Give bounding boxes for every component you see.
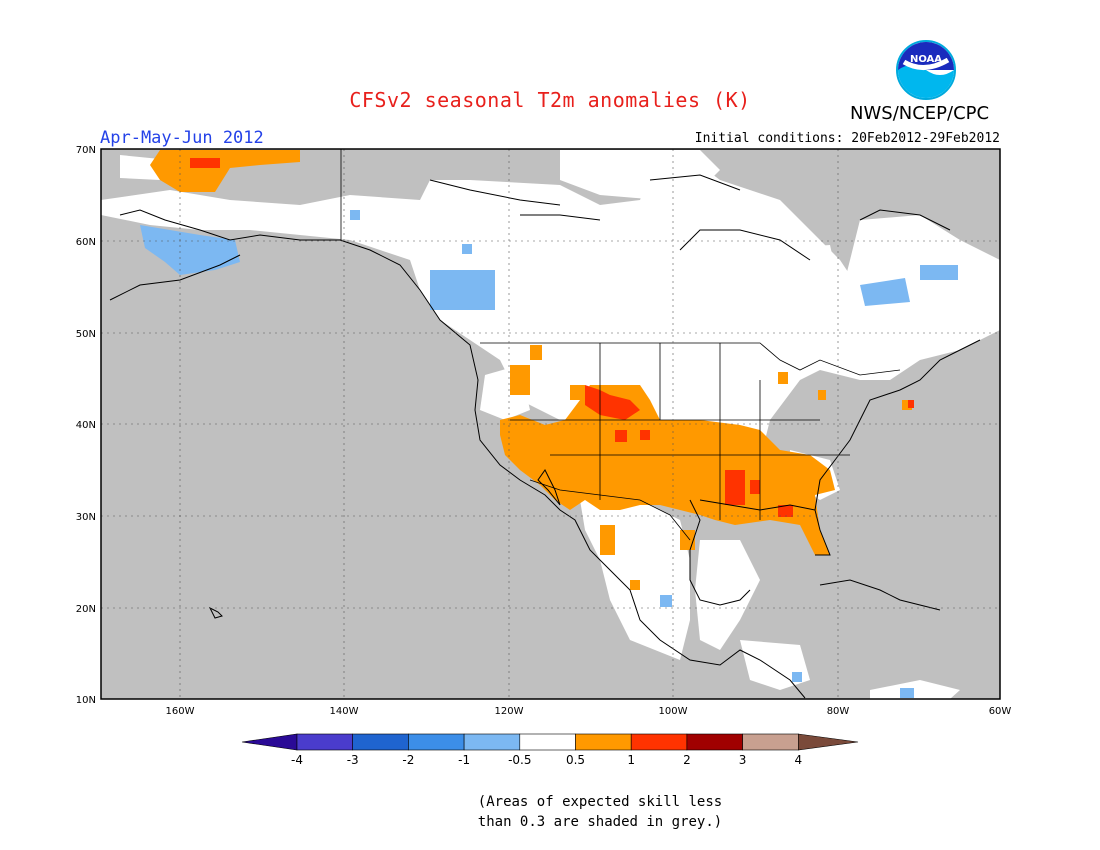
- colorbar-segment-6: [575, 733, 632, 751]
- political-boundaries: [340, 149, 901, 541]
- colorbar-label: 2: [683, 753, 691, 767]
- lat-label-10n: 10N: [76, 695, 96, 706]
- cool-regions: [140, 210, 958, 698]
- period-label: Apr-May-Jun 2012: [100, 128, 264, 148]
- colorbar-label: -0.5: [508, 753, 531, 767]
- colorbar-segment-5: [519, 733, 576, 751]
- colorbar-segment-8: [686, 733, 743, 751]
- lon-label-160w: 160W: [166, 706, 195, 717]
- colorbar-label: -1: [458, 753, 470, 767]
- initial-conditions-label: Initial conditions: 20Feb2012-29Feb2012: [694, 131, 1000, 146]
- colorbar-label: -3: [347, 753, 359, 767]
- lat-label-60n: 60N: [76, 237, 96, 248]
- colorbar: [241, 733, 859, 751]
- colorbar-segment-9: [742, 733, 799, 751]
- lat-label-50n: 50N: [76, 329, 96, 340]
- colorbar-segment-3: [408, 733, 465, 751]
- colorbar-segment-0: [241, 733, 298, 751]
- colorbar-label: -4: [291, 753, 303, 767]
- skill-note-line-1: (Areas of expected skill less: [477, 794, 723, 810]
- longitude-labels: 160W 140W 120W 100W 80W 60W: [166, 706, 1012, 717]
- lon-label-100w: 100W: [659, 706, 688, 717]
- hot-regions: [190, 158, 914, 517]
- colorbar-segment-1: [296, 733, 354, 751]
- colorbar-label: 1: [627, 753, 635, 767]
- agency-label: NWS/NCEP/CPC: [850, 103, 990, 124]
- skill-note-line-2: than 0.3 are shaded in grey.): [477, 814, 723, 830]
- lon-label-140w: 140W: [330, 706, 359, 717]
- lat-label-30n: 30N: [76, 512, 96, 523]
- colorbar-labels: -4 -3 -2 -1 -0.5 0.5 1 2 3 4: [291, 753, 802, 767]
- colorbar-segment-2: [352, 733, 409, 751]
- colorbar-label: 3: [739, 753, 747, 767]
- lat-label-70n: 70N: [76, 145, 96, 156]
- colorbar-segment-10: [797, 733, 859, 751]
- logo-text: NOAA: [910, 54, 942, 65]
- skill-note: (Areas of expected skill less than 0.3 a…: [470, 792, 730, 832]
- lon-label-60w: 60W: [989, 706, 1012, 717]
- coastlines: [109, 174, 981, 699]
- graticule: [101, 149, 1000, 699]
- latitude-labels: 70N 60N 50N 40N 30N 20N 10N: [76, 145, 96, 706]
- colorbar-label: 0.5: [566, 753, 585, 767]
- warm-regions: [150, 150, 912, 590]
- lon-label-120w: 120W: [495, 706, 524, 717]
- colorbar-label: -2: [402, 753, 414, 767]
- chart-title: CFSv2 seasonal T2m anomalies (K): [349, 88, 751, 112]
- colorbar-segment-4: [463, 733, 521, 751]
- lat-label-20n: 20N: [76, 604, 96, 615]
- lon-label-80w: 80W: [827, 706, 850, 717]
- lat-label-40n: 40N: [76, 420, 96, 431]
- colorbar-label: 4: [794, 753, 802, 767]
- map-frame: [100, 148, 1001, 700]
- noaa-logo: NOAA: [896, 40, 956, 100]
- colorbar-segment-7: [630, 733, 688, 751]
